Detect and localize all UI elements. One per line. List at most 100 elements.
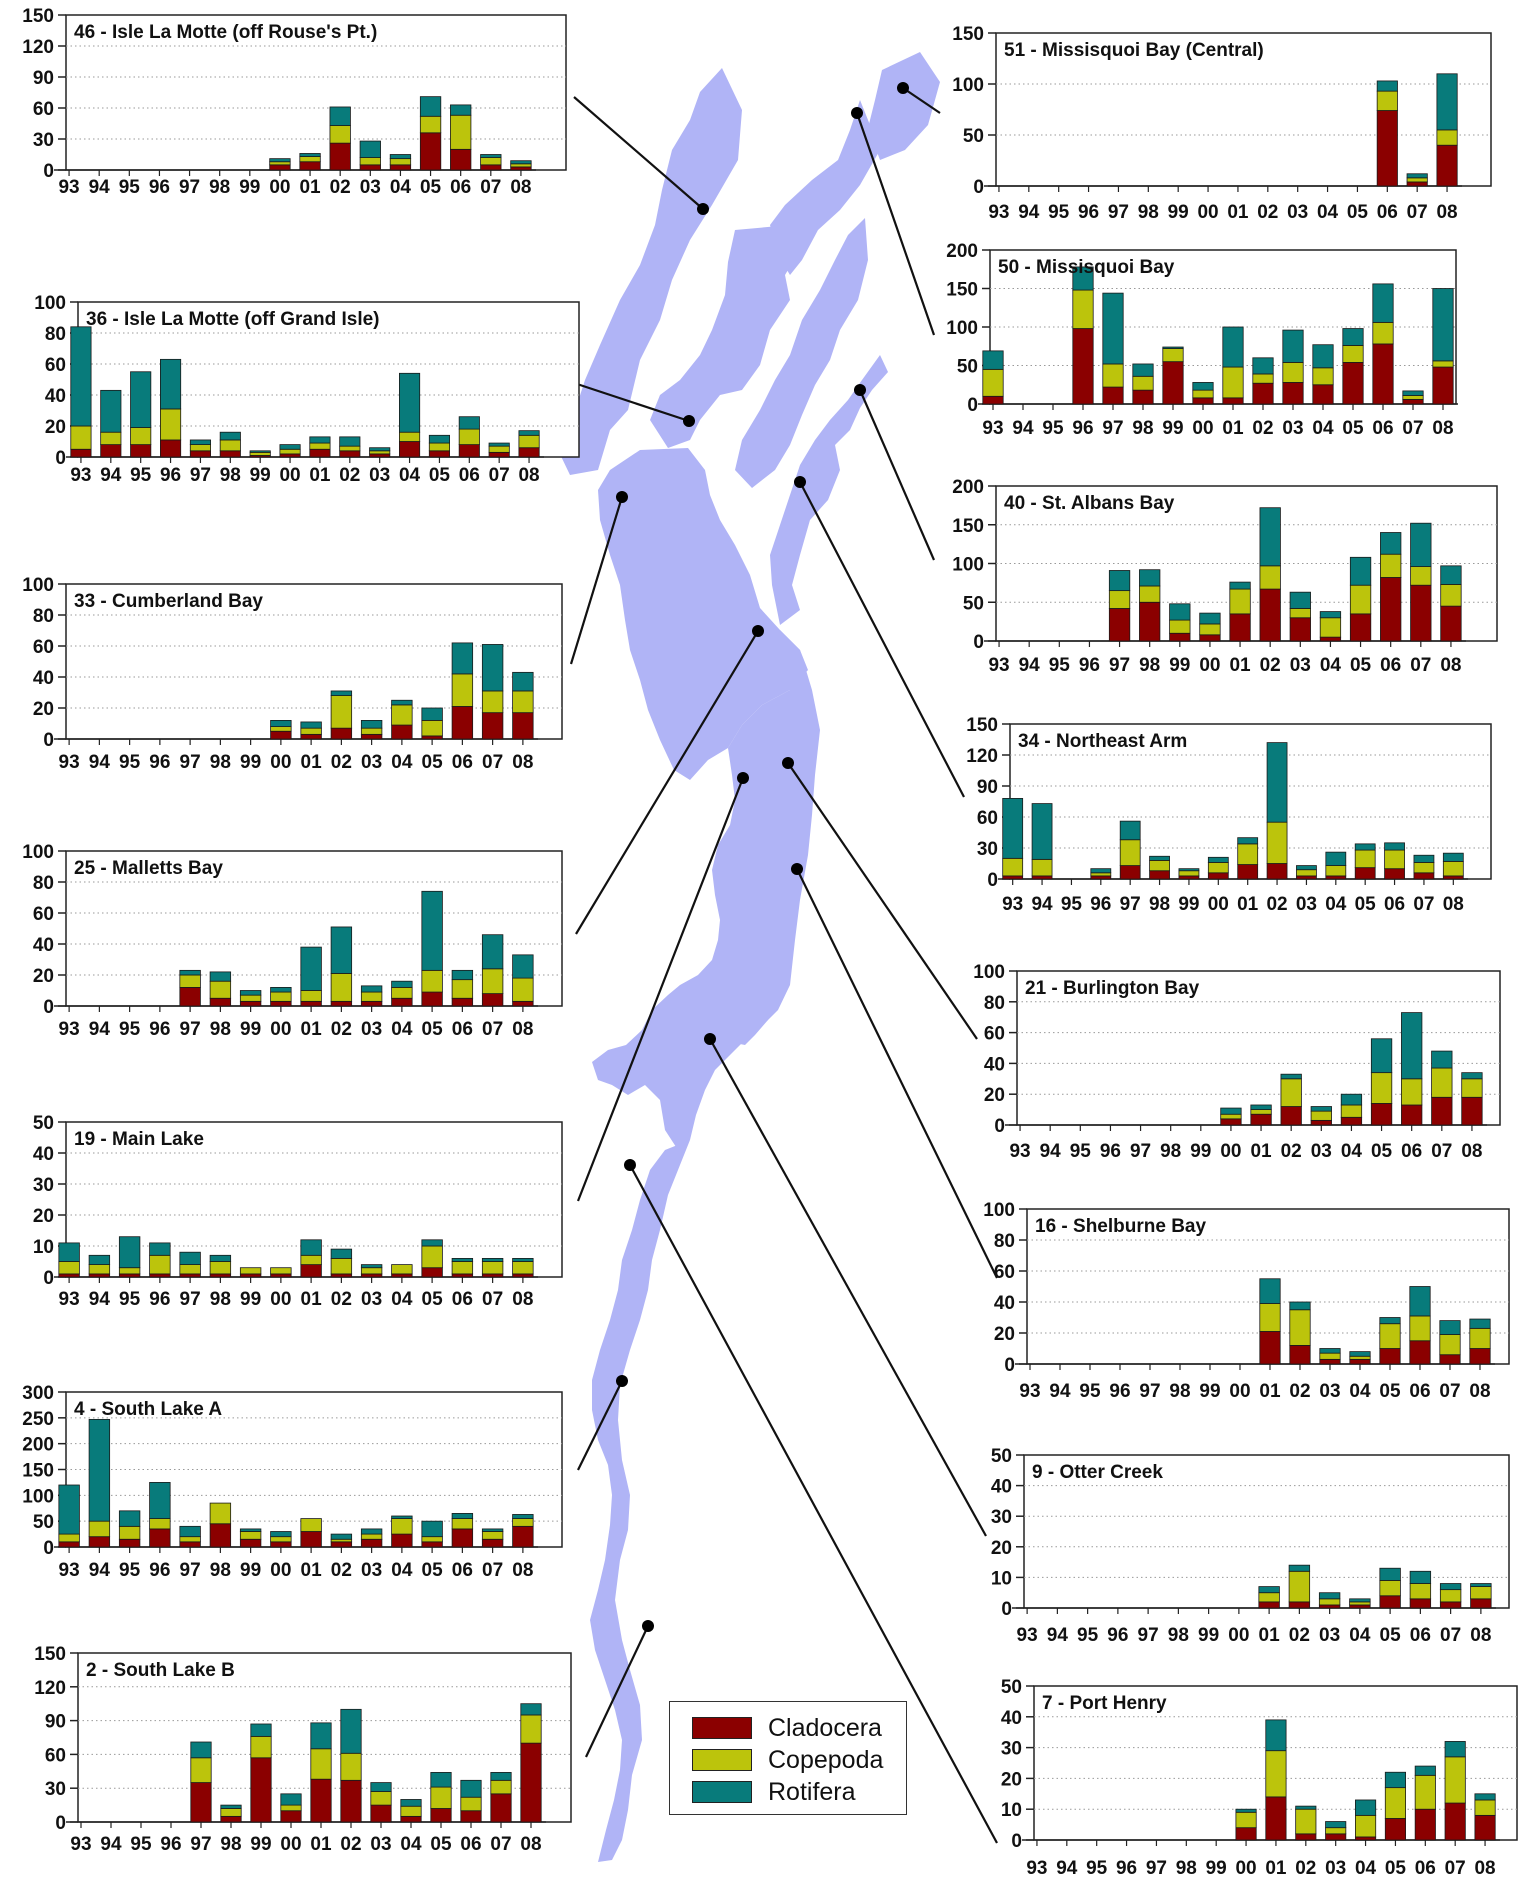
y-tick-label: 60 (45, 355, 66, 376)
bar-cladocera (340, 1779, 362, 1823)
bar-copepoda (1355, 1814, 1377, 1838)
bar-copepoda (239, 1531, 262, 1540)
bar-rotifera (1288, 1564, 1311, 1572)
bar-rotifera (299, 153, 321, 157)
bar-copepoda (1442, 861, 1464, 877)
x-tick-label: 00 (279, 465, 300, 486)
bar-cladocera (1229, 613, 1251, 642)
x-tick-label: 07 (490, 1834, 511, 1855)
y-tick-label: 30 (33, 130, 54, 151)
x-tick-label: 94 (89, 1019, 111, 1040)
bar-rotifera (982, 350, 1004, 370)
bar-cladocera (1265, 1796, 1287, 1841)
bar-copepoda (450, 114, 472, 150)
x-tick-label: 97 (180, 1019, 201, 1040)
bar-cladocera (209, 1523, 232, 1548)
legend-label-copepoda: Copepoda (768, 1745, 884, 1774)
bar-rotifera (209, 971, 232, 982)
y-tick-label: 60 (33, 637, 54, 658)
y-tick-label: 0 (43, 1538, 54, 1559)
x-tick-label: 00 (280, 1834, 301, 1855)
station-dot (697, 203, 709, 215)
bar-rotifera (179, 969, 201, 976)
chart-title: 25 - Malletts Bay (74, 858, 223, 879)
bar-cladocera (428, 450, 450, 458)
x-tick-label: 95 (119, 1560, 141, 1581)
x-tick-label: 96 (160, 1834, 181, 1855)
x-tick-label: 94 (1056, 1858, 1078, 1879)
bar-rotifera (179, 1525, 201, 1538)
x-tick-label: 98 (1139, 655, 1160, 676)
x-tick-label: 03 (1311, 1141, 1332, 1162)
bar-copepoda (1414, 1774, 1436, 1810)
bar-copepoda (88, 1520, 111, 1538)
bar-cladocera (430, 1808, 452, 1823)
bar-rotifera (481, 1528, 504, 1532)
bar-copepoda (481, 968, 504, 994)
x-tick-label: 04 (399, 465, 421, 486)
bar-copepoda (1288, 1570, 1311, 1603)
bar-copepoda (1132, 375, 1154, 391)
bar-rotifera (300, 721, 322, 729)
bar-copepoda (1090, 872, 1112, 877)
legend: Cladocera Copepoda Rotifera (669, 1701, 907, 1815)
bar-rotifera (1149, 855, 1170, 861)
bar-rotifera (270, 720, 292, 728)
x-tick-label: 06 (1380, 655, 1401, 676)
bar-copepoda (1439, 1334, 1461, 1356)
bar-copepoda (1312, 367, 1334, 386)
bar-rotifera (1370, 1038, 1393, 1074)
bar-cladocera (451, 1273, 474, 1278)
x-tick-label: 95 (119, 177, 141, 198)
x-tick-label: 01 (1229, 655, 1251, 676)
y-tick-label: 150 (22, 1461, 54, 1482)
bar-rotifera (1002, 798, 1024, 859)
y-tick-label: 90 (45, 1712, 66, 1733)
x-tick-label: 97 (1109, 655, 1130, 676)
station-dot (737, 772, 749, 784)
y-tick-label: 40 (984, 1054, 1005, 1075)
chart-title: 16 - Shelburne Bay (1035, 1216, 1206, 1237)
bar-cladocera (490, 1793, 512, 1823)
bar-cladocera (1379, 1348, 1401, 1365)
bar-cladocera (58, 1273, 80, 1278)
station-dot (683, 415, 695, 427)
bar-copepoda (1342, 345, 1364, 363)
bar-copepoda (70, 425, 92, 450)
chart-frame (65, 583, 563, 740)
x-tick-label: 04 (390, 177, 412, 198)
bar-cladocera (1310, 1119, 1332, 1126)
bar-copepoda (1031, 858, 1053, 877)
x-tick-label: 04 (1349, 1381, 1371, 1402)
x-tick-label: 96 (1107, 1625, 1128, 1646)
bar-cladocera (1295, 1833, 1317, 1841)
legend-item-rotifera: Rotifera (692, 1776, 906, 1808)
bar-copepoda (1431, 1067, 1453, 1098)
bar-cladocera (299, 161, 321, 171)
x-tick-label: 06 (452, 1019, 473, 1040)
chart-title: 34 - Northeast Arm (1018, 731, 1187, 752)
bar-rotifera (460, 1779, 482, 1798)
bar-cladocera (1319, 1358, 1341, 1365)
bar-copepoda (1310, 1110, 1332, 1121)
bar-copepoda (309, 442, 331, 450)
bar-rotifera (481, 934, 504, 970)
chart-title: 2 - South Lake B (86, 1660, 235, 1681)
bar-cladocera (179, 987, 201, 1007)
y-tick-label: 50 (991, 1446, 1012, 1467)
bar-rotifera (1413, 854, 1435, 863)
bar-cladocera (300, 1000, 322, 1007)
x-tick-label: 99 (1162, 418, 1183, 439)
bar-cladocera (451, 1528, 474, 1548)
y-tick-label: 20 (45, 417, 66, 438)
bar-cladocera (300, 733, 322, 740)
bar-rotifera (1295, 1805, 1317, 1810)
y-tick-label: 0 (1004, 1355, 1015, 1376)
x-tick-label: 04 (1317, 202, 1339, 223)
bar-cladocera (118, 1273, 141, 1278)
x-tick-label: 03 (370, 1834, 391, 1855)
bar-cladocera (1237, 864, 1259, 880)
bar-rotifera (309, 436, 331, 444)
bar-cladocera (1132, 389, 1154, 405)
